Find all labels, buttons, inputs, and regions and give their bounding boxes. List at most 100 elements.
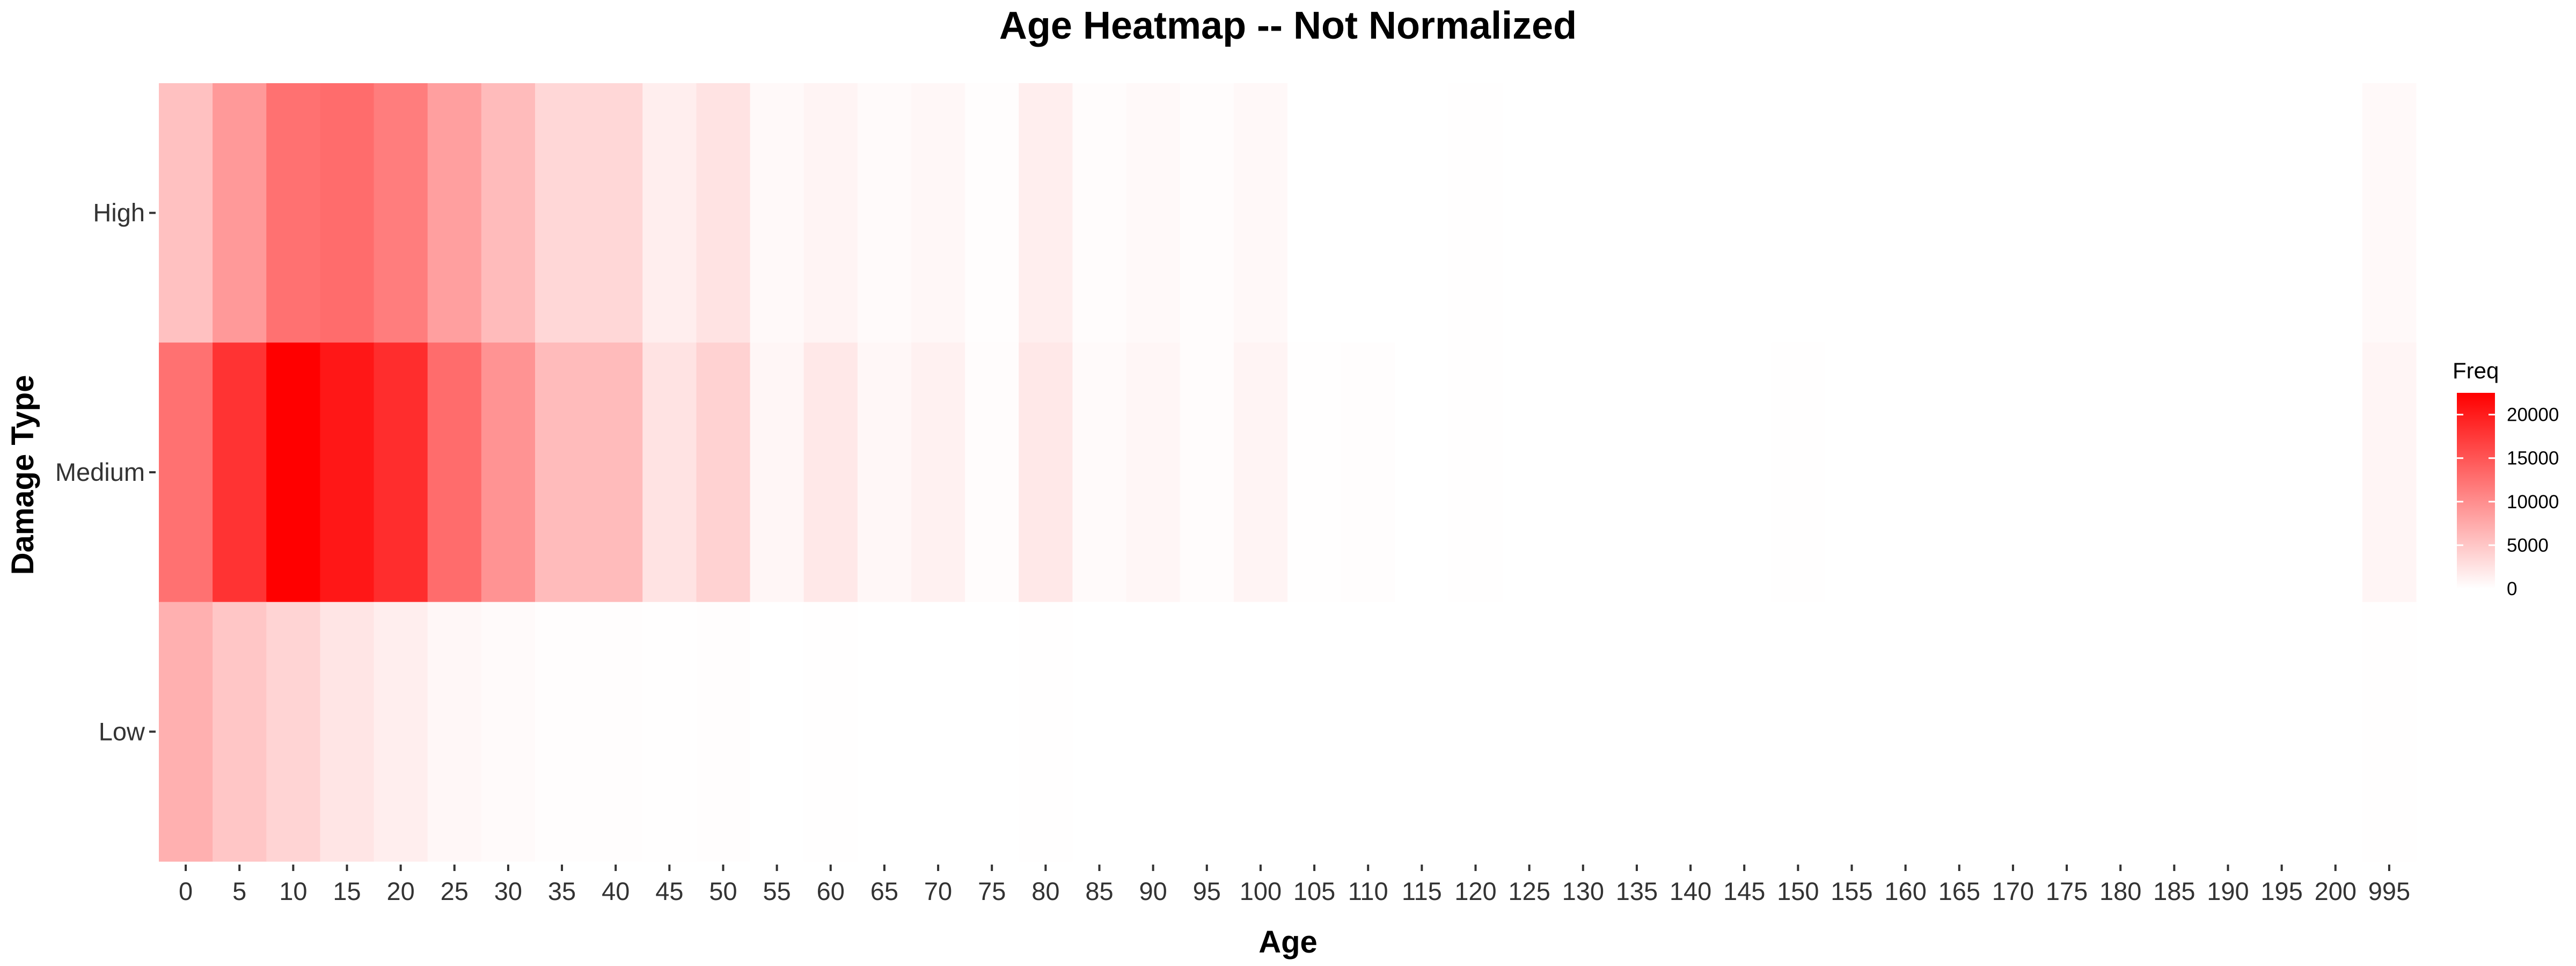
x-tick-label-190: 190 [2207,877,2249,905]
heatmap-cell-high-45 [642,83,697,343]
heatmap-cell-low-60 [803,602,858,862]
x-tick-label-80: 80 [1031,877,1059,905]
heatmap-cell-high-80 [1019,83,1073,343]
x-tick-label-65: 65 [870,877,898,905]
heatmap-cell-medium-140 [1664,342,1718,603]
heatmap-cell-high-180 [2094,83,2148,343]
x-tick-label-75: 75 [978,877,1006,905]
heatmap-cell-medium-85 [1072,342,1127,603]
x-tick-label-40: 40 [602,877,630,905]
heatmap-cell-medium-100 [1233,342,1288,603]
x-tick-label-160: 160 [1884,877,1926,905]
x-tick-label-100: 100 [1240,877,1282,905]
heatmap-cell-high-175 [2040,83,2094,343]
heatmap-cell-high-50 [696,83,751,343]
heatmap-cell-medium-180 [2094,342,2148,603]
heatmap-cell-high-15 [320,83,375,343]
x-tick-label-45: 45 [655,877,683,905]
x-tick-label-5: 5 [232,877,246,905]
x-tick-label-85: 85 [1085,877,1113,905]
x-tick-label-120: 120 [1454,877,1496,905]
heatmap-cell-low-995 [2362,602,2417,862]
x-tick-label-115: 115 [1402,877,1442,905]
heatmap-cell-low-180 [2094,602,2148,862]
x-tick-label-50: 50 [709,877,737,905]
x-tick-label-140: 140 [1670,877,1711,905]
heatmap-cell-low-175 [2040,602,2094,862]
x-tick-label-130: 130 [1562,877,1604,905]
x-tick-label-95: 95 [1193,877,1221,905]
x-tick-label-0: 0 [179,877,193,905]
x-tick-label-90: 90 [1139,877,1167,905]
heatmap-cell-medium-25 [427,342,482,603]
x-tick-label-135: 135 [1616,877,1658,905]
heatmap-cell-high-185 [2147,83,2202,343]
x-tick-label-200: 200 [2315,877,2357,905]
heatmap-cell-low-45 [642,602,697,862]
heatmap-cell-medium-125 [1502,342,1557,603]
x-tick-label-20: 20 [387,877,415,905]
heatmap-cell-low-65 [857,602,912,862]
x-tick-label-145: 145 [1723,877,1765,905]
y-axis-title: Damage Type [5,375,40,575]
heatmap-cell-low-5 [213,602,267,862]
heatmap-cell-low-55 [750,602,804,862]
legend-tick-label: 0 [2507,579,2517,599]
heatmap-cell-low-0 [159,602,213,862]
heatmap-cell-high-165 [1932,83,1987,343]
heatmap-cell-low-170 [1986,602,2040,862]
heatmap-cell-medium-20 [374,342,428,603]
x-tick-label-995: 995 [2368,877,2410,905]
x-tick-label-180: 180 [2099,877,2141,905]
x-tick-label-55: 55 [763,877,791,905]
legend-color-bar [2457,393,2495,589]
heatmap-cell-low-125 [1502,602,1557,862]
heatmap-cell-medium-110 [1341,342,1395,603]
color-legend: Freq 20000 15000 10000 5000 0 [2453,358,2559,599]
heatmap-cell-low-70 [911,602,965,862]
heatmap-cell-high-135 [1609,83,1664,343]
heatmap-cell-medium-190 [2201,342,2256,603]
legend-tick-label: 15000 [2507,448,2559,469]
heatmap-cell-low-35 [535,602,589,862]
heatmap-cell-medium-75 [965,342,1019,603]
heatmap-cell-high-170 [1986,83,2040,343]
x-axis-title: Age [1258,925,1318,960]
heatmap-cell-medium-35 [535,342,589,603]
x-tick-label-105: 105 [1293,877,1335,905]
heatmap-cell-medium-145 [1717,342,1772,603]
x-tick-label-195: 195 [2260,877,2302,905]
heatmap-cell-medium-175 [2040,342,2094,603]
heatmap-cell-medium-155 [1825,342,1879,603]
heatmap-cell-high-105 [1287,83,1342,343]
chart-title: Age Heatmap -- Not Normalized [999,4,1577,47]
heatmap-cells [159,83,2417,862]
heatmap-cell-low-140 [1664,602,1718,862]
heatmap-cell-low-200 [2308,602,2363,862]
heatmap-cell-high-40 [589,83,643,343]
heatmap-cell-low-80 [1019,602,1073,862]
x-tick-label-10: 10 [279,877,307,905]
heatmap-cell-low-155 [1825,602,1879,862]
heatmap-cell-low-20 [374,602,428,862]
heatmap-cell-high-90 [1126,83,1181,343]
heatmap-cell-medium-95 [1180,342,1234,603]
heatmap-cell-low-10 [266,602,321,862]
heatmap-cell-low-105 [1287,602,1342,862]
heatmap-cell-medium-115 [1395,342,1450,603]
heatmap-cell-low-190 [2201,602,2256,862]
heatmap-cell-low-115 [1395,602,1450,862]
heatmap-cell-medium-55 [750,342,804,603]
x-tick-label-70: 70 [924,877,952,905]
heatmap-cell-high-120 [1448,83,1503,343]
heatmap-cell-low-150 [1771,602,1826,862]
heatmap-cell-medium-90 [1126,342,1181,603]
heatmap-cell-medium-185 [2147,342,2202,603]
heatmap-cell-medium-120 [1448,342,1503,603]
heatmap-cell-medium-30 [481,342,536,603]
heatmap-cell-medium-70 [911,342,965,603]
legend-tick-label: 5000 [2507,535,2549,556]
heatmap-cell-medium-195 [2255,342,2309,603]
heatmap-cell-high-70 [911,83,965,343]
